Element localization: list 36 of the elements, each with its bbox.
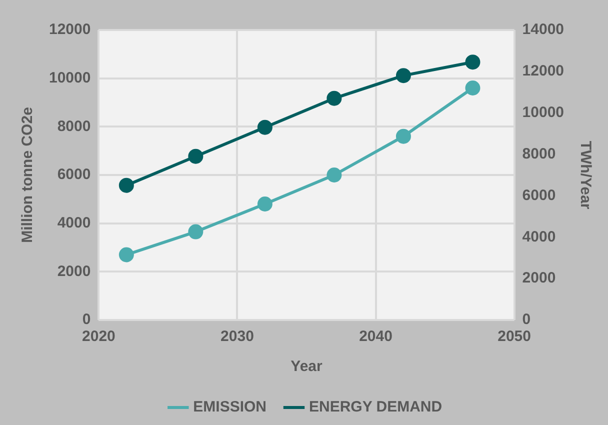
point: [257, 120, 272, 135]
point: [396, 68, 411, 84]
y-tick-label: 2000: [57, 262, 91, 280]
y2-tick-label: 4000: [522, 228, 556, 246]
y-tick-label: 6000: [57, 166, 91, 184]
point: [326, 90, 342, 106]
y2-tick-label: 0: [522, 311, 531, 328]
point: [326, 168, 342, 182]
y-tick-label: 8000: [57, 118, 91, 135]
y2-tick-label: 14000: [522, 21, 564, 38]
legend-label: EMISSION: [193, 398, 267, 416]
y2-tick-label: 8000: [522, 145, 556, 162]
x-axis-title: Year: [290, 358, 323, 376]
x-tick-label: 2050: [498, 328, 531, 346]
y-tick-label: 10000: [48, 69, 91, 86]
y-tick-label: 12000: [48, 21, 91, 38]
y2-tick-label: 10000: [522, 104, 564, 121]
y2-axis-title: TWh/Year: [576, 140, 594, 210]
point: [396, 128, 411, 144]
y2-tick-label: 2000: [522, 270, 556, 287]
point: [118, 178, 134, 193]
y2-tick-label: 12000: [522, 62, 564, 80]
legend-label: ENERGY DEMAND: [309, 398, 442, 416]
point: [188, 148, 204, 164]
point: [188, 224, 204, 240]
point: [257, 196, 272, 212]
y-tick-label: 4000: [57, 214, 91, 232]
point: [118, 247, 134, 262]
point: [465, 80, 480, 96]
x-tick-label: 2030: [220, 328, 254, 346]
y-tick-label: 0: [82, 311, 91, 328]
x-tick-label: 2040: [359, 328, 392, 346]
x-tick-label: 2020: [82, 328, 116, 346]
point: [465, 54, 480, 70]
y2-tick-label: 6000: [522, 186, 556, 204]
y-axis-title: Million tonne CO2e: [19, 107, 36, 243]
